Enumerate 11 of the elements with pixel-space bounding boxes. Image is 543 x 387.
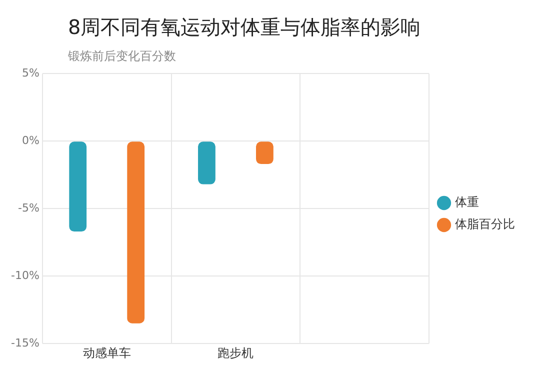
legend-label: 体脂百分比 [455,217,515,232]
y-tick-label: -10% [10,268,40,282]
chart-title: 8周不同有氧运动对体重与体脂率的影响 [67,14,422,41]
x-tick-label: 跑步机 [218,346,254,360]
y-axis-title: 锻炼前后变化百分数 [67,48,177,64]
y-tick-label: 0% [22,134,40,147]
y-tick-label: -5% [18,201,40,214]
y-tick-label: 5% [22,66,40,80]
legend-label: 体重 [455,195,479,210]
y-tick-label: -15% [10,336,40,350]
x-tick-label: 动感单车 [82,346,131,360]
